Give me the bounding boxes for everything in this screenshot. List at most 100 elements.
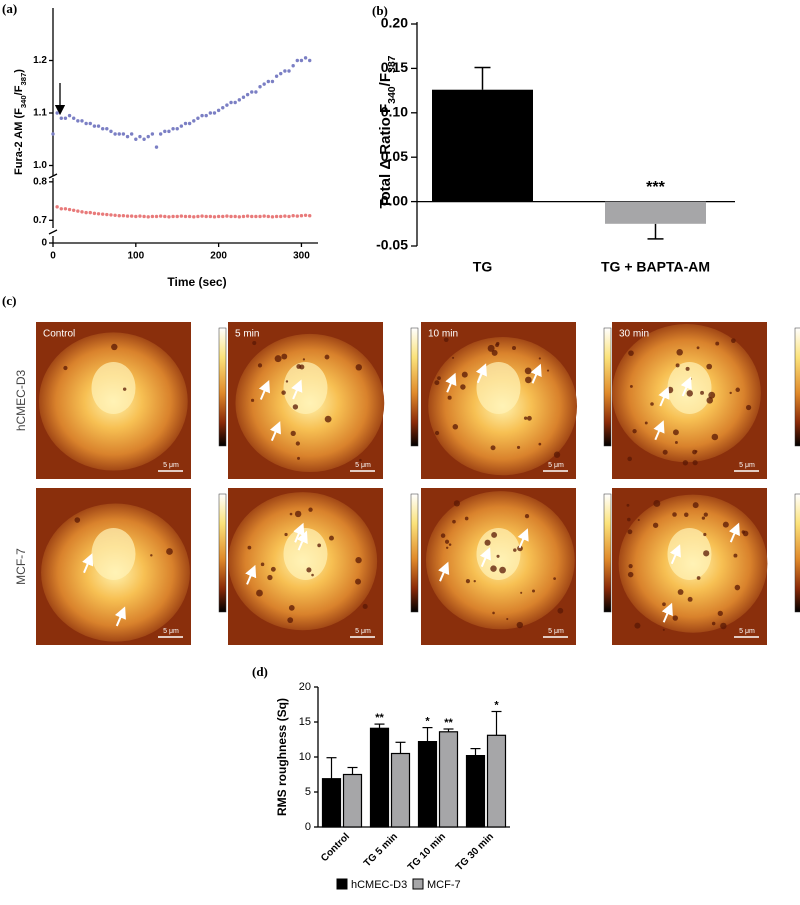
afm-image bbox=[228, 488, 383, 645]
data-point bbox=[142, 137, 146, 141]
data-point bbox=[262, 82, 266, 86]
data-point bbox=[237, 98, 242, 102]
vesicle bbox=[513, 548, 517, 552]
pointer-arrow bbox=[438, 561, 450, 582]
vesicle bbox=[672, 615, 679, 621]
vesicle bbox=[362, 603, 368, 609]
legend-label: hCMEC-D3 bbox=[351, 879, 407, 891]
vesicle bbox=[490, 565, 497, 572]
data-point bbox=[88, 210, 92, 215]
nucleus bbox=[476, 527, 521, 580]
nucleus bbox=[476, 361, 521, 414]
panel-label: (c) bbox=[2, 293, 16, 308]
vesicle bbox=[516, 445, 521, 450]
scale-bar-label: 5 μm bbox=[355, 462, 371, 469]
vesicle bbox=[267, 574, 273, 581]
y-tick-label: 0.15 bbox=[381, 59, 408, 75]
data-point bbox=[158, 132, 163, 136]
vesicle bbox=[487, 344, 495, 352]
nucleus bbox=[283, 527, 328, 580]
scale-bar-label: 5 μm bbox=[739, 462, 755, 469]
data-point bbox=[308, 58, 312, 63]
error-bar bbox=[647, 223, 664, 240]
label-part: ) bbox=[13, 69, 25, 73]
colorbar bbox=[410, 493, 419, 613]
vesicle bbox=[628, 564, 633, 569]
afm-image bbox=[612, 322, 767, 479]
data-point bbox=[250, 214, 254, 219]
nucleus bbox=[667, 527, 712, 580]
vesicle bbox=[745, 404, 752, 411]
y-tick-label: 0.05 bbox=[381, 148, 408, 164]
vesicle bbox=[524, 367, 532, 375]
x-tick-label: TG 30 min bbox=[454, 831, 496, 873]
colorbar bbox=[794, 493, 800, 613]
significance: ** bbox=[444, 717, 453, 729]
data-point bbox=[146, 134, 150, 139]
error-bar bbox=[347, 766, 358, 775]
data-point bbox=[113, 213, 117, 218]
vesicle bbox=[355, 556, 362, 564]
column-label: 5 min bbox=[235, 329, 259, 340]
data-point bbox=[154, 214, 159, 219]
axis-break bbox=[48, 173, 58, 179]
legend-swatch bbox=[412, 878, 424, 890]
pointer-arrow bbox=[445, 372, 457, 393]
nucleus bbox=[91, 361, 136, 414]
data-point bbox=[150, 214, 155, 219]
data-point bbox=[295, 58, 299, 63]
afm-image bbox=[36, 488, 191, 645]
data-point bbox=[183, 214, 188, 219]
vesicle bbox=[538, 442, 542, 446]
label-part: 387 bbox=[19, 73, 28, 86]
pointer-arrow bbox=[530, 363, 542, 384]
vesicle bbox=[257, 363, 263, 368]
error-bar bbox=[470, 747, 481, 756]
vesicle bbox=[692, 460, 698, 466]
data-point bbox=[204, 214, 208, 219]
vesicle bbox=[677, 589, 684, 595]
significance: * bbox=[425, 716, 430, 728]
data-point bbox=[303, 56, 308, 60]
column-label: Control bbox=[43, 329, 75, 340]
scale-bar-label: 5 μm bbox=[548, 462, 564, 469]
data-point bbox=[221, 106, 225, 110]
vesicle bbox=[662, 602, 666, 607]
data-point bbox=[245, 92, 250, 97]
y-tick-label: 20 bbox=[299, 681, 311, 693]
data-point bbox=[125, 214, 130, 218]
y-tick-label: 15 bbox=[299, 716, 311, 728]
column-label: 10 min bbox=[428, 329, 458, 340]
vesicle bbox=[461, 371, 468, 378]
vesicle bbox=[717, 610, 723, 616]
vesicle bbox=[111, 343, 118, 351]
error-bar bbox=[326, 757, 337, 779]
x-tick-label: 100 bbox=[127, 251, 144, 262]
x-tick-label: TG 5 min bbox=[362, 831, 400, 869]
label-part: Fura-2 AM (F bbox=[13, 108, 25, 175]
vesicle bbox=[525, 376, 532, 384]
data-point bbox=[117, 213, 121, 218]
data-point bbox=[270, 215, 275, 219]
data-point bbox=[134, 214, 138, 219]
data-point bbox=[216, 108, 221, 113]
vesicle bbox=[627, 517, 631, 522]
legend-label: MCF-7 bbox=[427, 879, 461, 891]
vesicle bbox=[495, 343, 499, 348]
afm-image bbox=[36, 322, 191, 479]
data-point bbox=[266, 79, 271, 84]
x-tick-label: TG 10 min bbox=[406, 831, 448, 873]
vesicle bbox=[662, 628, 665, 631]
vesicle bbox=[295, 441, 300, 446]
data-point bbox=[55, 111, 59, 115]
x-tick-label: 0 bbox=[50, 251, 56, 262]
vesicle bbox=[452, 424, 459, 430]
colorbar bbox=[218, 327, 227, 447]
scale-bar-label: 5 μm bbox=[355, 628, 371, 635]
vesicle bbox=[452, 356, 455, 359]
vesicle bbox=[329, 535, 334, 541]
y-tick-label: -0.05 bbox=[376, 237, 408, 253]
data-point bbox=[204, 113, 208, 118]
label-part: /F bbox=[13, 85, 25, 95]
colorbar bbox=[218, 493, 227, 613]
